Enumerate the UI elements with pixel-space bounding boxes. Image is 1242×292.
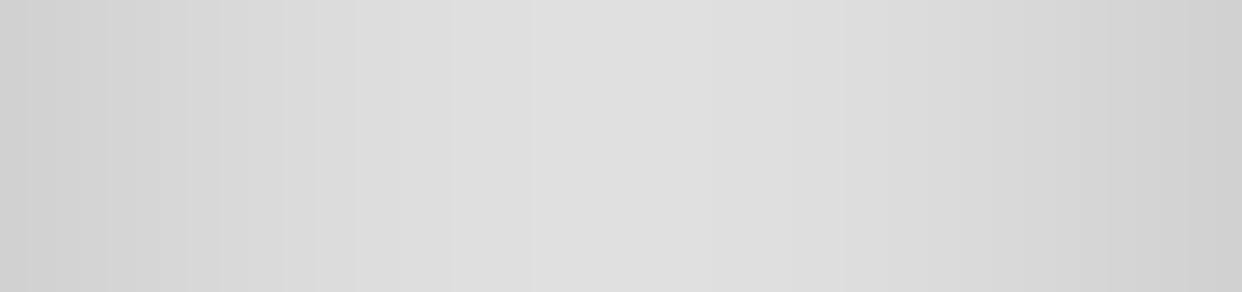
Text: $\cos x + 2\sin x = 1.52\,,\;0^{\circ} \leq x \leq 360^{\circ}.$: $\cos x + 2\sin x = 1.52\,,\;0^{\circ} \… [430, 227, 852, 251]
Text: and $\alpha$ is an acute angle giving the exact value of $R$ and $\alpha$ to the: and $\alpha$ is an acute angle giving th… [158, 113, 985, 139]
Text: $6.$  Express $\cos x + 2\sin x$ in the form $R\cos(x - \alpha)$, where $R$ is a: $6.$ Express $\cos x + 2\sin x$ in the f… [163, 51, 1033, 78]
Text: Hence solve the equation: Hence solve the equation [158, 175, 436, 197]
